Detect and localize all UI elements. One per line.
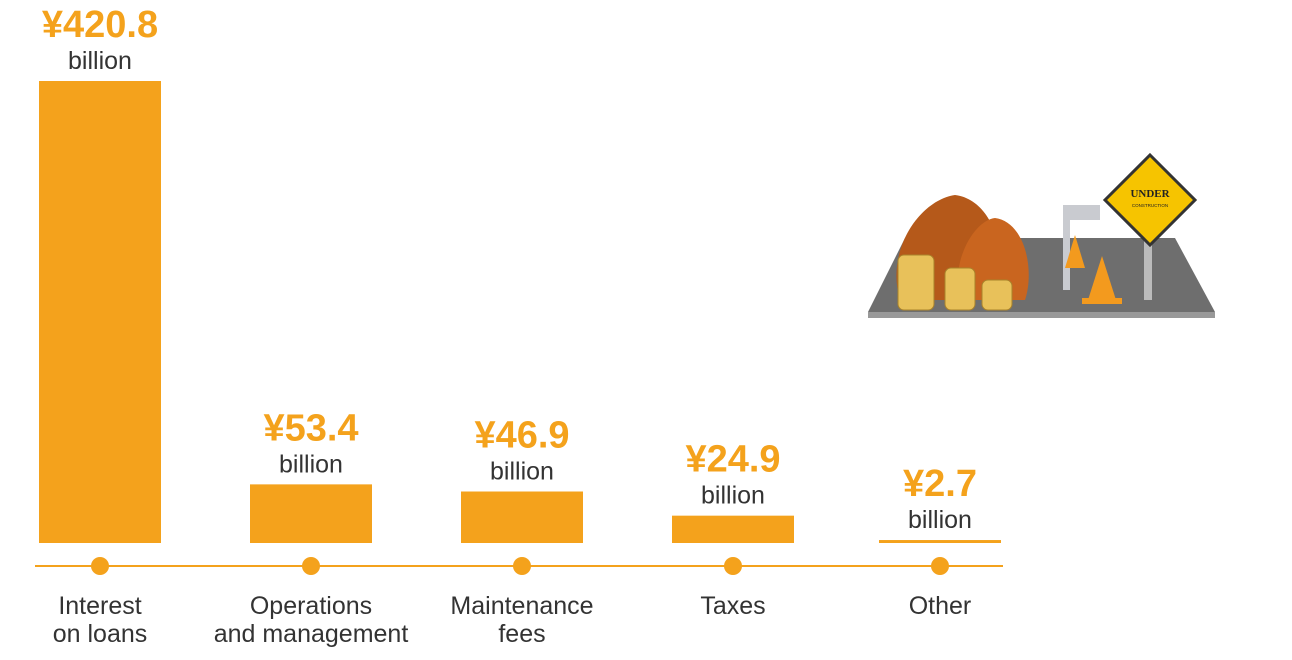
x-tick-label-line: Taxes xyxy=(700,592,765,620)
unit-label: billion xyxy=(490,458,554,486)
x-tick-label: Other xyxy=(909,592,972,620)
x-tick-label-line: on loans xyxy=(53,620,148,648)
category-dot xyxy=(931,557,949,575)
sign xyxy=(1102,152,1198,248)
barrier xyxy=(1063,205,1100,290)
unit-label: billion xyxy=(279,450,343,478)
x-tick-label: Taxes xyxy=(700,592,765,620)
x-tick-label-line: Other xyxy=(909,592,972,620)
x-tick-label-line: Interest xyxy=(58,592,141,620)
x-tick-label: Operations and management xyxy=(214,592,409,648)
sign-text: CONSTRUCTION xyxy=(1132,203,1168,208)
x-tick-label: Maintenance fees xyxy=(450,592,593,648)
x-tick-label-line: Maintenance xyxy=(450,592,593,620)
cone-base xyxy=(1082,298,1122,304)
value-label: ¥53.4 xyxy=(263,407,358,449)
value-label: ¥24.9 xyxy=(685,439,780,481)
x-tick-label-line: and management xyxy=(214,620,409,648)
bar xyxy=(879,540,1001,543)
bar xyxy=(250,484,372,543)
value-label: ¥46.9 xyxy=(474,415,569,457)
category-dot xyxy=(513,557,531,575)
sign-post xyxy=(1144,230,1152,300)
unit-label: billion xyxy=(68,47,132,75)
sign-text: UNDER xyxy=(1130,188,1170,200)
road-edge xyxy=(868,312,1215,318)
category-dot xyxy=(91,557,109,575)
category-dot xyxy=(302,557,320,575)
x-tick-label-line: fees xyxy=(498,620,545,648)
value-label: ¥420.8 xyxy=(42,4,158,46)
x-tick-label: Interest on loans xyxy=(53,592,148,648)
value-label: ¥2.7 xyxy=(903,463,977,505)
bar xyxy=(461,491,583,543)
category-dot xyxy=(724,557,742,575)
cone xyxy=(1065,235,1085,268)
coins xyxy=(897,254,1013,311)
unit-label: billion xyxy=(701,482,765,510)
illustration: UNDER CONSTRUCTION xyxy=(868,152,1215,318)
bar xyxy=(672,515,794,543)
unit-label: billion xyxy=(908,506,972,534)
cone xyxy=(1088,256,1116,300)
bar xyxy=(39,81,161,543)
x-tick-label-line: Operations xyxy=(250,592,372,620)
